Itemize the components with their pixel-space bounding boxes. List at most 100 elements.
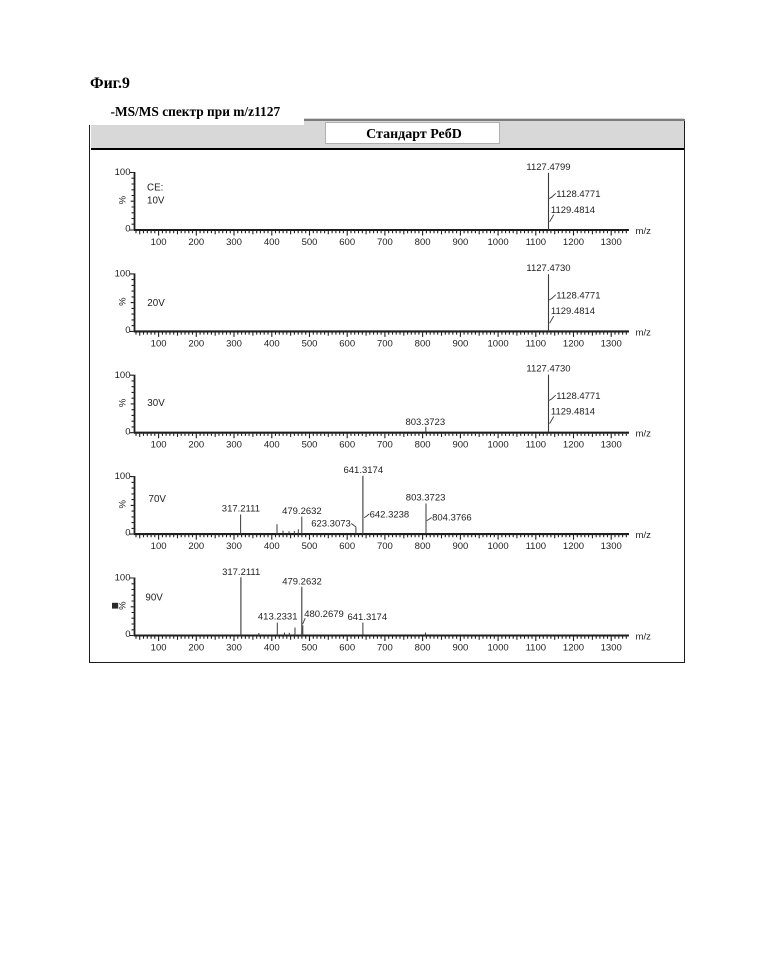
- svg-text:800: 800: [415, 541, 431, 552]
- svg-text:700: 700: [377, 338, 393, 349]
- svg-text:0: 0: [125, 528, 130, 539]
- svg-text:900: 900: [452, 237, 468, 248]
- svg-text:317.2111: 317.2111: [222, 567, 260, 578]
- svg-text:400: 400: [264, 237, 280, 248]
- svg-text:300: 300: [226, 237, 242, 248]
- svg-text:100: 100: [115, 269, 131, 280]
- svg-text:800: 800: [415, 643, 431, 654]
- svg-text:1200: 1200: [563, 237, 584, 248]
- svg-text:479.2632: 479.2632: [282, 576, 322, 587]
- svg-text:1000: 1000: [488, 237, 509, 248]
- svg-text:100: 100: [151, 237, 167, 248]
- svg-text:600: 600: [339, 237, 355, 248]
- svg-text:600: 600: [339, 541, 355, 552]
- svg-text:800: 800: [415, 237, 431, 248]
- svg-text:10V: 10V: [147, 196, 165, 207]
- svg-text:m/z: m/z: [636, 327, 652, 338]
- svg-text:0: 0: [125, 426, 130, 437]
- svg-text:100: 100: [151, 440, 167, 451]
- svg-text:1127.4799: 1127.4799: [526, 162, 570, 173]
- svg-text:1300: 1300: [601, 440, 622, 451]
- svg-text:1200: 1200: [563, 440, 584, 451]
- svg-text:641.3174: 641.3174: [347, 612, 387, 623]
- svg-text:500: 500: [302, 237, 318, 248]
- svg-text:200: 200: [188, 338, 204, 349]
- svg-text:0: 0: [125, 629, 130, 640]
- svg-text:1129.4814: 1129.4814: [551, 306, 595, 317]
- svg-text:100: 100: [115, 471, 131, 482]
- svg-text:500: 500: [302, 541, 318, 552]
- svg-text:1127.4730: 1127.4730: [526, 364, 570, 375]
- svg-text:20V: 20V: [147, 298, 165, 309]
- svg-text:CE:: CE:: [147, 182, 163, 193]
- svg-text:1000: 1000: [488, 338, 509, 349]
- svg-text:600: 600: [339, 643, 355, 654]
- svg-text:300: 300: [226, 643, 242, 654]
- svg-text:1000: 1000: [488, 541, 509, 552]
- svg-text:600: 600: [339, 440, 355, 451]
- svg-text:1127.4730: 1127.4730: [526, 263, 570, 274]
- svg-text:30V: 30V: [147, 398, 165, 409]
- svg-text:1128.4771: 1128.4771: [556, 189, 600, 200]
- svg-text:%: %: [117, 195, 128, 204]
- svg-text:%: %: [117, 601, 128, 610]
- svg-text:%: %: [117, 398, 128, 407]
- svg-text:1200: 1200: [563, 541, 584, 552]
- svg-text:100: 100: [151, 541, 167, 552]
- svg-text:1129.4814: 1129.4814: [551, 407, 595, 418]
- svg-text:0: 0: [125, 325, 130, 336]
- svg-text:m/z: m/z: [636, 530, 652, 541]
- svg-text:803.3723: 803.3723: [406, 492, 446, 503]
- svg-text:%: %: [117, 500, 128, 509]
- svg-text:600: 600: [339, 338, 355, 349]
- svg-text:900: 900: [452, 440, 468, 451]
- svg-text:642.3238: 642.3238: [370, 509, 410, 520]
- svg-text:479.2632: 479.2632: [282, 506, 322, 517]
- svg-text:%: %: [117, 297, 128, 306]
- svg-text:623.3073: 623.3073: [311, 519, 351, 530]
- svg-text:800: 800: [415, 338, 431, 349]
- svg-text:1000: 1000: [488, 440, 509, 451]
- svg-text:803.3723: 803.3723: [405, 417, 445, 428]
- svg-text:1128.4771: 1128.4771: [556, 391, 600, 402]
- svg-text:413.2331: 413.2331: [258, 612, 298, 623]
- svg-text:100: 100: [151, 338, 167, 349]
- svg-text:700: 700: [377, 643, 393, 654]
- svg-text:1000: 1000: [488, 643, 509, 654]
- svg-text:1200: 1200: [563, 643, 584, 654]
- svg-text:1300: 1300: [601, 237, 622, 248]
- svg-text:700: 700: [377, 237, 393, 248]
- svg-text:641.3174: 641.3174: [343, 465, 383, 476]
- svg-text:0: 0: [125, 224, 130, 235]
- svg-text:400: 400: [264, 643, 280, 654]
- svg-text:500: 500: [302, 643, 318, 654]
- svg-text:900: 900: [452, 643, 468, 654]
- svg-text:700: 700: [377, 541, 393, 552]
- svg-text:500: 500: [302, 338, 318, 349]
- svg-text:100: 100: [151, 643, 167, 654]
- svg-text:1100: 1100: [526, 338, 546, 349]
- svg-text:317.2111: 317.2111: [222, 504, 260, 515]
- svg-text:480.2679: 480.2679: [304, 609, 344, 620]
- svg-text:m/z: m/z: [636, 226, 652, 237]
- svg-text:100: 100: [115, 573, 131, 584]
- svg-text:200: 200: [188, 541, 204, 552]
- svg-text:1200: 1200: [563, 338, 584, 349]
- svg-text:900: 900: [452, 541, 468, 552]
- svg-text:1100: 1100: [526, 541, 546, 552]
- svg-text:200: 200: [188, 237, 204, 248]
- svg-text:900: 900: [452, 338, 468, 349]
- svg-text:100: 100: [115, 167, 131, 178]
- svg-text:300: 300: [226, 338, 242, 349]
- svg-text:300: 300: [226, 541, 242, 552]
- svg-text:400: 400: [264, 338, 280, 349]
- svg-text:1100: 1100: [526, 237, 546, 248]
- svg-text:1300: 1300: [601, 643, 622, 654]
- svg-text:1128.4771: 1128.4771: [556, 290, 600, 301]
- svg-text:1129.4814: 1129.4814: [551, 205, 595, 216]
- svg-text:800: 800: [415, 440, 431, 451]
- svg-text:200: 200: [188, 440, 204, 451]
- svg-text:1100: 1100: [526, 643, 546, 654]
- svg-text:200: 200: [188, 643, 204, 654]
- svg-text:1300: 1300: [601, 338, 622, 349]
